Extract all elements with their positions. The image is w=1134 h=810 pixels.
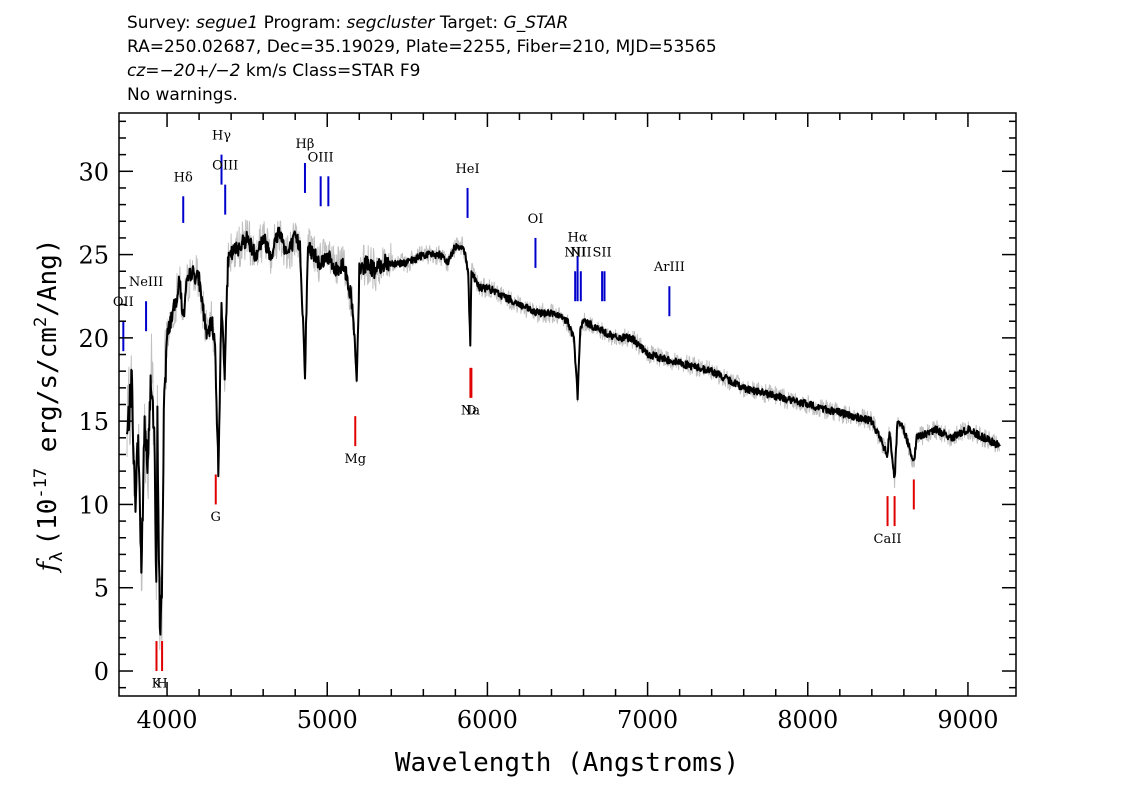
x-tick-label: 8000 xyxy=(777,706,838,734)
emission-line-label: NeIII xyxy=(129,275,163,290)
emission-line-label: Hγ xyxy=(212,129,231,144)
x-tick-label: 9000 xyxy=(937,706,998,734)
emission-line-label: OIII xyxy=(308,150,334,165)
header-line-4: No warnings. xyxy=(127,85,238,105)
cz-value: =−20+/−2 xyxy=(145,61,241,81)
tick-labels: 4000 5000 6000 7000 8000 9000 0 5 10 15 20 25 30 xyxy=(78,158,998,734)
program-value: segcluster xyxy=(346,13,435,33)
header-line-2: RA=250.02687, Dec=35.19029, Plate=2255, … xyxy=(127,37,717,57)
axis-ticks xyxy=(119,113,1016,696)
y-title-end: /Ang) xyxy=(33,239,63,317)
plot-header: Survey: segue1 Program: segcluster Targe… xyxy=(127,11,717,107)
header-line-1: Survey: segue1 Program: segcluster Targe… xyxy=(127,11,717,35)
emission-line-label: Hβ xyxy=(296,137,315,152)
survey-label: Survey: xyxy=(127,13,191,33)
emission-line-label: OIII xyxy=(212,159,238,174)
absorption-line-label: G xyxy=(211,510,221,525)
y-tick-label: 5 xyxy=(94,575,109,603)
y-title-subscript: λ xyxy=(47,552,67,562)
cz-unit-class: km/s Class=STAR F9 xyxy=(240,61,421,81)
emission-line-label: OI xyxy=(528,212,544,227)
x-tick-label: 5000 xyxy=(297,706,358,734)
y-title-exponent-2: 2 xyxy=(31,317,51,327)
emission-line-label: Hα xyxy=(568,230,588,245)
plot-area xyxy=(122,154,1001,672)
target-label: Target: xyxy=(439,13,499,33)
emission-line-label: OII xyxy=(113,295,134,310)
emission-line-label: NII xyxy=(570,245,592,260)
absorption-line-label: CaII xyxy=(874,532,902,547)
y-tick-label: 10 xyxy=(78,491,109,519)
emission-line-label: Hδ xyxy=(174,170,193,185)
emission-line-label: HeI xyxy=(455,162,479,177)
y-tick-label: 30 xyxy=(78,158,109,186)
absorption-line-label: Mg xyxy=(344,452,366,467)
flux-series xyxy=(126,226,1001,636)
x-tick-label: 7000 xyxy=(617,706,678,734)
target-value: G_STAR xyxy=(503,13,569,33)
y-tick-label: 20 xyxy=(78,325,109,353)
survey-value: segue1 xyxy=(196,13,259,33)
header-line-3: cz=−20+/−2 km/s Class=STAR F9 xyxy=(127,59,717,83)
absorption-line-label: D xyxy=(466,403,476,418)
program-label: Program: xyxy=(263,13,342,33)
y-tick-label: 25 xyxy=(78,242,109,270)
y-tick-label: 15 xyxy=(78,408,109,436)
spectral-line-markers xyxy=(122,154,915,672)
error-band-series xyxy=(126,219,1000,651)
x-tick-label: 4000 xyxy=(137,706,198,734)
y-tick-label: 0 xyxy=(94,658,109,686)
absorption-line-label: Na xyxy=(461,403,480,418)
y-title-unit: (10 xyxy=(33,499,63,546)
plot-frame xyxy=(118,112,1017,697)
y-title-rest: erg/s/cm xyxy=(33,327,63,468)
y-axis-title: fλ(10-17 erg/s/cm2/Ang) xyxy=(31,239,67,574)
absorption-line-label: K xyxy=(152,677,162,692)
absorption-line-label: H xyxy=(156,677,167,692)
emission-line-label: NII xyxy=(564,245,586,260)
emission-line-label: ArIII xyxy=(653,260,685,275)
x-axis-title: Wavelength (Angstroms) xyxy=(395,748,739,778)
emission-line-label: SII xyxy=(593,245,612,260)
x-tick-label: 6000 xyxy=(457,706,518,734)
y-title-exponent: -17 xyxy=(31,468,51,499)
cz-label: cz xyxy=(127,61,146,81)
